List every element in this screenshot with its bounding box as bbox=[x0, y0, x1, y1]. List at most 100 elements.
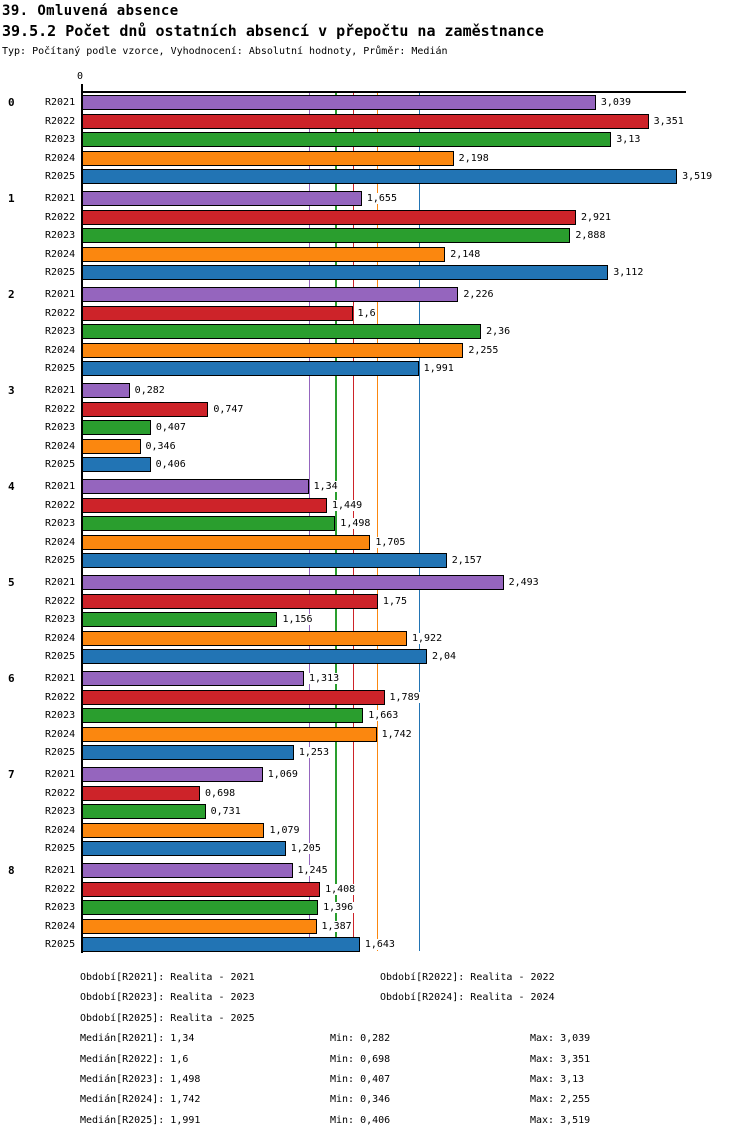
bar-R2023-group-3 bbox=[82, 420, 151, 435]
value-label-R2021-group-8: 1,245 bbox=[296, 865, 329, 876]
group-label-7: 7 bbox=[8, 768, 15, 781]
value-label-R2021-group-6: 1,313 bbox=[308, 673, 341, 684]
x-axis-line bbox=[82, 91, 686, 93]
bar-label-R2023-group-0: R2023 bbox=[45, 134, 76, 145]
group-label-6: 6 bbox=[8, 672, 15, 685]
bar-R2024-group-8 bbox=[82, 918, 317, 934]
bar-label-R2021-group-1: R2021 bbox=[45, 193, 76, 204]
value-label-R2024-group-0: 2,198 bbox=[457, 152, 490, 164]
bar-label-R2022-group-2: R2022 bbox=[45, 307, 76, 319]
value-label-R2022-group-7: 0,698 bbox=[204, 787, 237, 799]
value-label-R2025-group-0: 3,519 bbox=[681, 171, 714, 182]
value-label-R2024-group-8: 1,387 bbox=[320, 920, 353, 932]
legend-max-R2025: Max: 3,519 bbox=[530, 1115, 591, 1126]
legend-median-R2022: Medián[R2022]: 1,6 bbox=[80, 1054, 189, 1065]
value-label-R2024-group-3: 0,346 bbox=[144, 440, 177, 452]
value-label-R2023-group-3: 0,407 bbox=[154, 422, 187, 433]
bar-label-R2025-group-1: R2025 bbox=[45, 267, 76, 278]
bar-label-R2022-group-7: R2022 bbox=[45, 787, 76, 799]
legend-min-R2023: Min: 0,407 bbox=[330, 1074, 391, 1085]
legend-period-R2022: Období[R2022]: Realita - 2022 bbox=[380, 972, 555, 983]
bar-label-R2021-group-8: R2021 bbox=[45, 865, 76, 876]
bar-R2024-group-0 bbox=[82, 150, 454, 166]
bar-R2025-group-4 bbox=[82, 553, 447, 568]
bar-R2023-group-5 bbox=[82, 612, 278, 627]
value-label-R2023-group-2: 2,36 bbox=[485, 326, 512, 337]
bar-label-R2025-group-4: R2025 bbox=[45, 555, 76, 566]
group-label-1: 1 bbox=[8, 192, 15, 205]
bar-R2021-group-2 bbox=[82, 287, 459, 302]
value-label-R2023-group-8: 1,396 bbox=[322, 902, 355, 913]
value-label-R2025-group-8: 1,643 bbox=[363, 939, 396, 950]
value-label-R2025-group-6: 1,253 bbox=[297, 747, 330, 758]
bar-R2024-group-7 bbox=[82, 822, 265, 838]
value-label-R2022-group-0: 3,351 bbox=[652, 115, 685, 127]
group-label-5: 5 bbox=[8, 576, 15, 589]
bar-R2023-group-6 bbox=[82, 708, 364, 723]
bar-label-R2022-group-1: R2022 bbox=[45, 211, 76, 223]
value-label-R2021-group-0: 3,039 bbox=[599, 97, 632, 108]
value-label-R2024-group-4: 1,705 bbox=[374, 536, 407, 548]
value-label-R2025-group-2: 1,991 bbox=[422, 363, 455, 374]
bar-label-R2024-group-5: R2024 bbox=[45, 632, 76, 644]
value-label-R2021-group-3: 0,282 bbox=[133, 385, 166, 396]
bar-R2022-group-3 bbox=[82, 401, 209, 417]
bar-label-R2023-group-5: R2023 bbox=[45, 614, 76, 625]
report-title: 39. Omluvená absence bbox=[2, 3, 179, 19]
value-label-R2021-group-1: 1,655 bbox=[365, 193, 398, 204]
bar-R2022-group-0 bbox=[82, 113, 649, 129]
value-label-R2025-group-4: 2,157 bbox=[450, 555, 483, 566]
value-label-R2022-group-4: 1,449 bbox=[331, 499, 364, 511]
group-label-0: 0 bbox=[8, 96, 15, 109]
bar-label-R2021-group-0: R2021 bbox=[45, 97, 76, 108]
bar-label-R2023-group-1: R2023 bbox=[45, 230, 76, 241]
bar-label-R2021-group-2: R2021 bbox=[45, 289, 76, 300]
bar-R2021-group-8 bbox=[82, 863, 293, 878]
bar-R2022-group-2 bbox=[82, 305, 353, 321]
x-axis-origin-label: 0 bbox=[77, 71, 84, 82]
value-label-R2023-group-1: 2,888 bbox=[574, 230, 607, 241]
bar-R2025-group-0 bbox=[82, 169, 678, 184]
bar-label-R2021-group-4: R2021 bbox=[45, 481, 76, 492]
value-label-R2024-group-5: 1,922 bbox=[411, 632, 444, 644]
legend-max-R2021: Max: 3,039 bbox=[530, 1033, 591, 1044]
bar-label-R2025-group-3: R2025 bbox=[45, 459, 76, 470]
group-label-8: 8 bbox=[8, 864, 15, 877]
bar-R2024-group-2 bbox=[82, 342, 464, 358]
y-axis-line bbox=[80, 91, 83, 953]
bar-label-R2025-group-2: R2025 bbox=[45, 363, 76, 374]
bar-label-R2025-group-5: R2025 bbox=[45, 651, 76, 662]
group-label-2: 2 bbox=[8, 288, 15, 301]
bar-R2023-group-8 bbox=[82, 900, 319, 915]
bar-R2023-group-2 bbox=[82, 324, 482, 339]
bar-R2021-group-6 bbox=[82, 671, 305, 686]
value-label-R2023-group-0: 3,13 bbox=[615, 134, 642, 145]
bar-R2025-group-6 bbox=[82, 745, 294, 760]
value-label-R2021-group-7: 1,069 bbox=[266, 769, 299, 780]
bar-R2022-group-4 bbox=[82, 497, 328, 513]
bar-R2024-group-1 bbox=[82, 246, 446, 262]
legend-period-R2021: Období[R2021]: Realita - 2021 bbox=[80, 972, 255, 983]
value-label-R2022-group-6: 1,789 bbox=[388, 691, 421, 703]
median-line-R2023 bbox=[335, 93, 337, 951]
bar-label-R2023-group-3: R2023 bbox=[45, 422, 76, 433]
value-label-R2022-group-5: 1,75 bbox=[381, 595, 409, 607]
bar-R2025-group-7 bbox=[82, 841, 286, 856]
legend-max-R2024: Max: 2,255 bbox=[530, 1094, 591, 1105]
value-label-R2024-group-7: 1,079 bbox=[268, 824, 301, 836]
bar-R2025-group-8 bbox=[82, 937, 360, 952]
bar-label-R2023-group-8: R2023 bbox=[45, 902, 76, 913]
bar-label-R2021-group-6: R2021 bbox=[45, 673, 76, 684]
bar-label-R2025-group-6: R2025 bbox=[45, 747, 76, 758]
legend-min-R2021: Min: 0,282 bbox=[330, 1033, 391, 1044]
legend-period-R2025: Období[R2025]: Realita - 2025 bbox=[80, 1013, 255, 1024]
bar-label-R2021-group-3: R2021 bbox=[45, 385, 76, 396]
bar-R2021-group-1 bbox=[82, 191, 362, 206]
group-label-4: 4 bbox=[8, 480, 15, 493]
chart-title: 39.5.2 Počet dnů ostatních absencí v pře… bbox=[2, 22, 544, 40]
bar-R2023-group-4 bbox=[82, 516, 336, 531]
bar-label-R2025-group-0: R2025 bbox=[45, 171, 76, 182]
legend-median-R2023: Medián[R2023]: 1,498 bbox=[80, 1074, 201, 1085]
legend-period-R2023: Období[R2023]: Realita - 2023 bbox=[80, 992, 255, 1003]
bar-R2021-group-4 bbox=[82, 479, 309, 494]
